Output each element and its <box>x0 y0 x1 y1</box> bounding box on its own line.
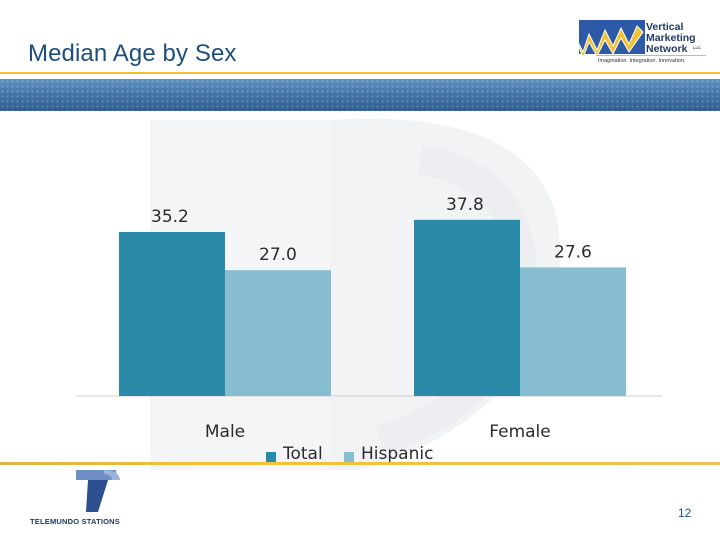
bar-total-female <box>414 219 520 396</box>
header-band <box>0 79 720 111</box>
data-label-total-female: 37.8 <box>446 195 484 215</box>
logo-tagline: Imagination. Integration. Innovation. <box>598 58 686 64</box>
telemundo-wordmark: TELEMUNDO STATIONS <box>30 517 120 526</box>
category-label-female: Female <box>489 422 550 442</box>
data-label-hispanic-female: 27.6 <box>554 242 592 262</box>
legend-swatch-total <box>266 452 276 462</box>
legend-label-hispanic: Hispanic <box>361 444 434 464</box>
logo-line-3: Network <box>646 43 688 55</box>
page-title: Median Age by Sex <box>28 40 237 67</box>
logo-divider <box>596 55 706 56</box>
footer-divider <box>0 462 720 465</box>
bar-hispanic-male <box>225 270 331 396</box>
legend-label-total: Total <box>283 444 323 464</box>
logo-suffix: LLC <box>693 45 701 50</box>
bar-hispanic-female <box>520 267 626 396</box>
legend-swatch-hispanic <box>344 452 354 462</box>
category-label-male: Male <box>205 422 245 442</box>
vertical-marketing-network-logo <box>574 20 645 60</box>
data-label-hispanic-male: 27.0 <box>259 245 297 265</box>
telemundo-logo <box>76 470 120 512</box>
logo-line-1: Vertical <box>646 21 684 33</box>
title-divider <box>0 72 720 74</box>
data-label-total-male: 35.2 <box>151 207 189 227</box>
logo-line-2: Marketing <box>646 32 696 44</box>
page-number: 12 <box>678 506 692 520</box>
bar-total-male <box>119 231 225 396</box>
